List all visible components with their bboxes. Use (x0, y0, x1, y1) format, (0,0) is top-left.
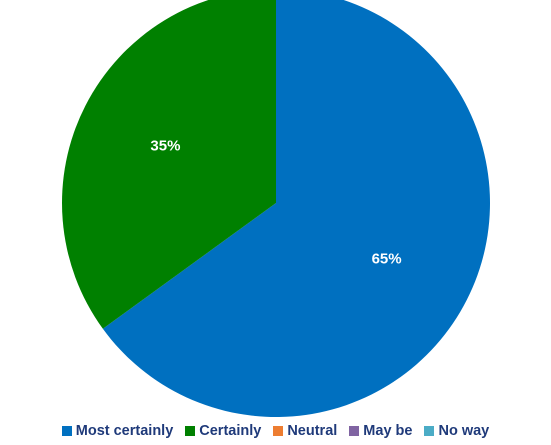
legend-item-no-way: No way (424, 423, 489, 439)
legend-label-neutral: Neutral (287, 423, 338, 439)
legend-item-neutral: Neutral (273, 423, 337, 439)
chart-legend: Most certainly Certainly Neutral May be … (0, 420, 551, 442)
legend-item-most-certainly: Most certainly (61, 423, 174, 439)
legend-item-certainly: Certainly (185, 423, 261, 439)
pie-slice-most-certainly (102, 0, 490, 417)
legend-label-no-way: No way (438, 423, 490, 439)
legend-swatch-no-way (424, 426, 435, 436)
legend-swatch-most-certainly (61, 426, 72, 436)
pie-data-labels: 65% 35% (150, 138, 401, 268)
legend-swatch-may-be (349, 426, 360, 436)
data-label-most-certainly: 65% (372, 250, 402, 267)
legend-label-certainly: Certainly (199, 423, 262, 439)
legend-label-may-be: May be (363, 423, 413, 439)
legend-swatch-certainly (185, 426, 196, 436)
data-label-certainly: 35% (150, 138, 180, 155)
pie-slices (62, 0, 490, 417)
pie-slice-certainly (62, 0, 276, 329)
legend-item-may-be: May be (349, 423, 412, 439)
legend-label-most-certainly: Most certainly (75, 423, 174, 439)
legend-swatch-neutral (273, 426, 284, 436)
